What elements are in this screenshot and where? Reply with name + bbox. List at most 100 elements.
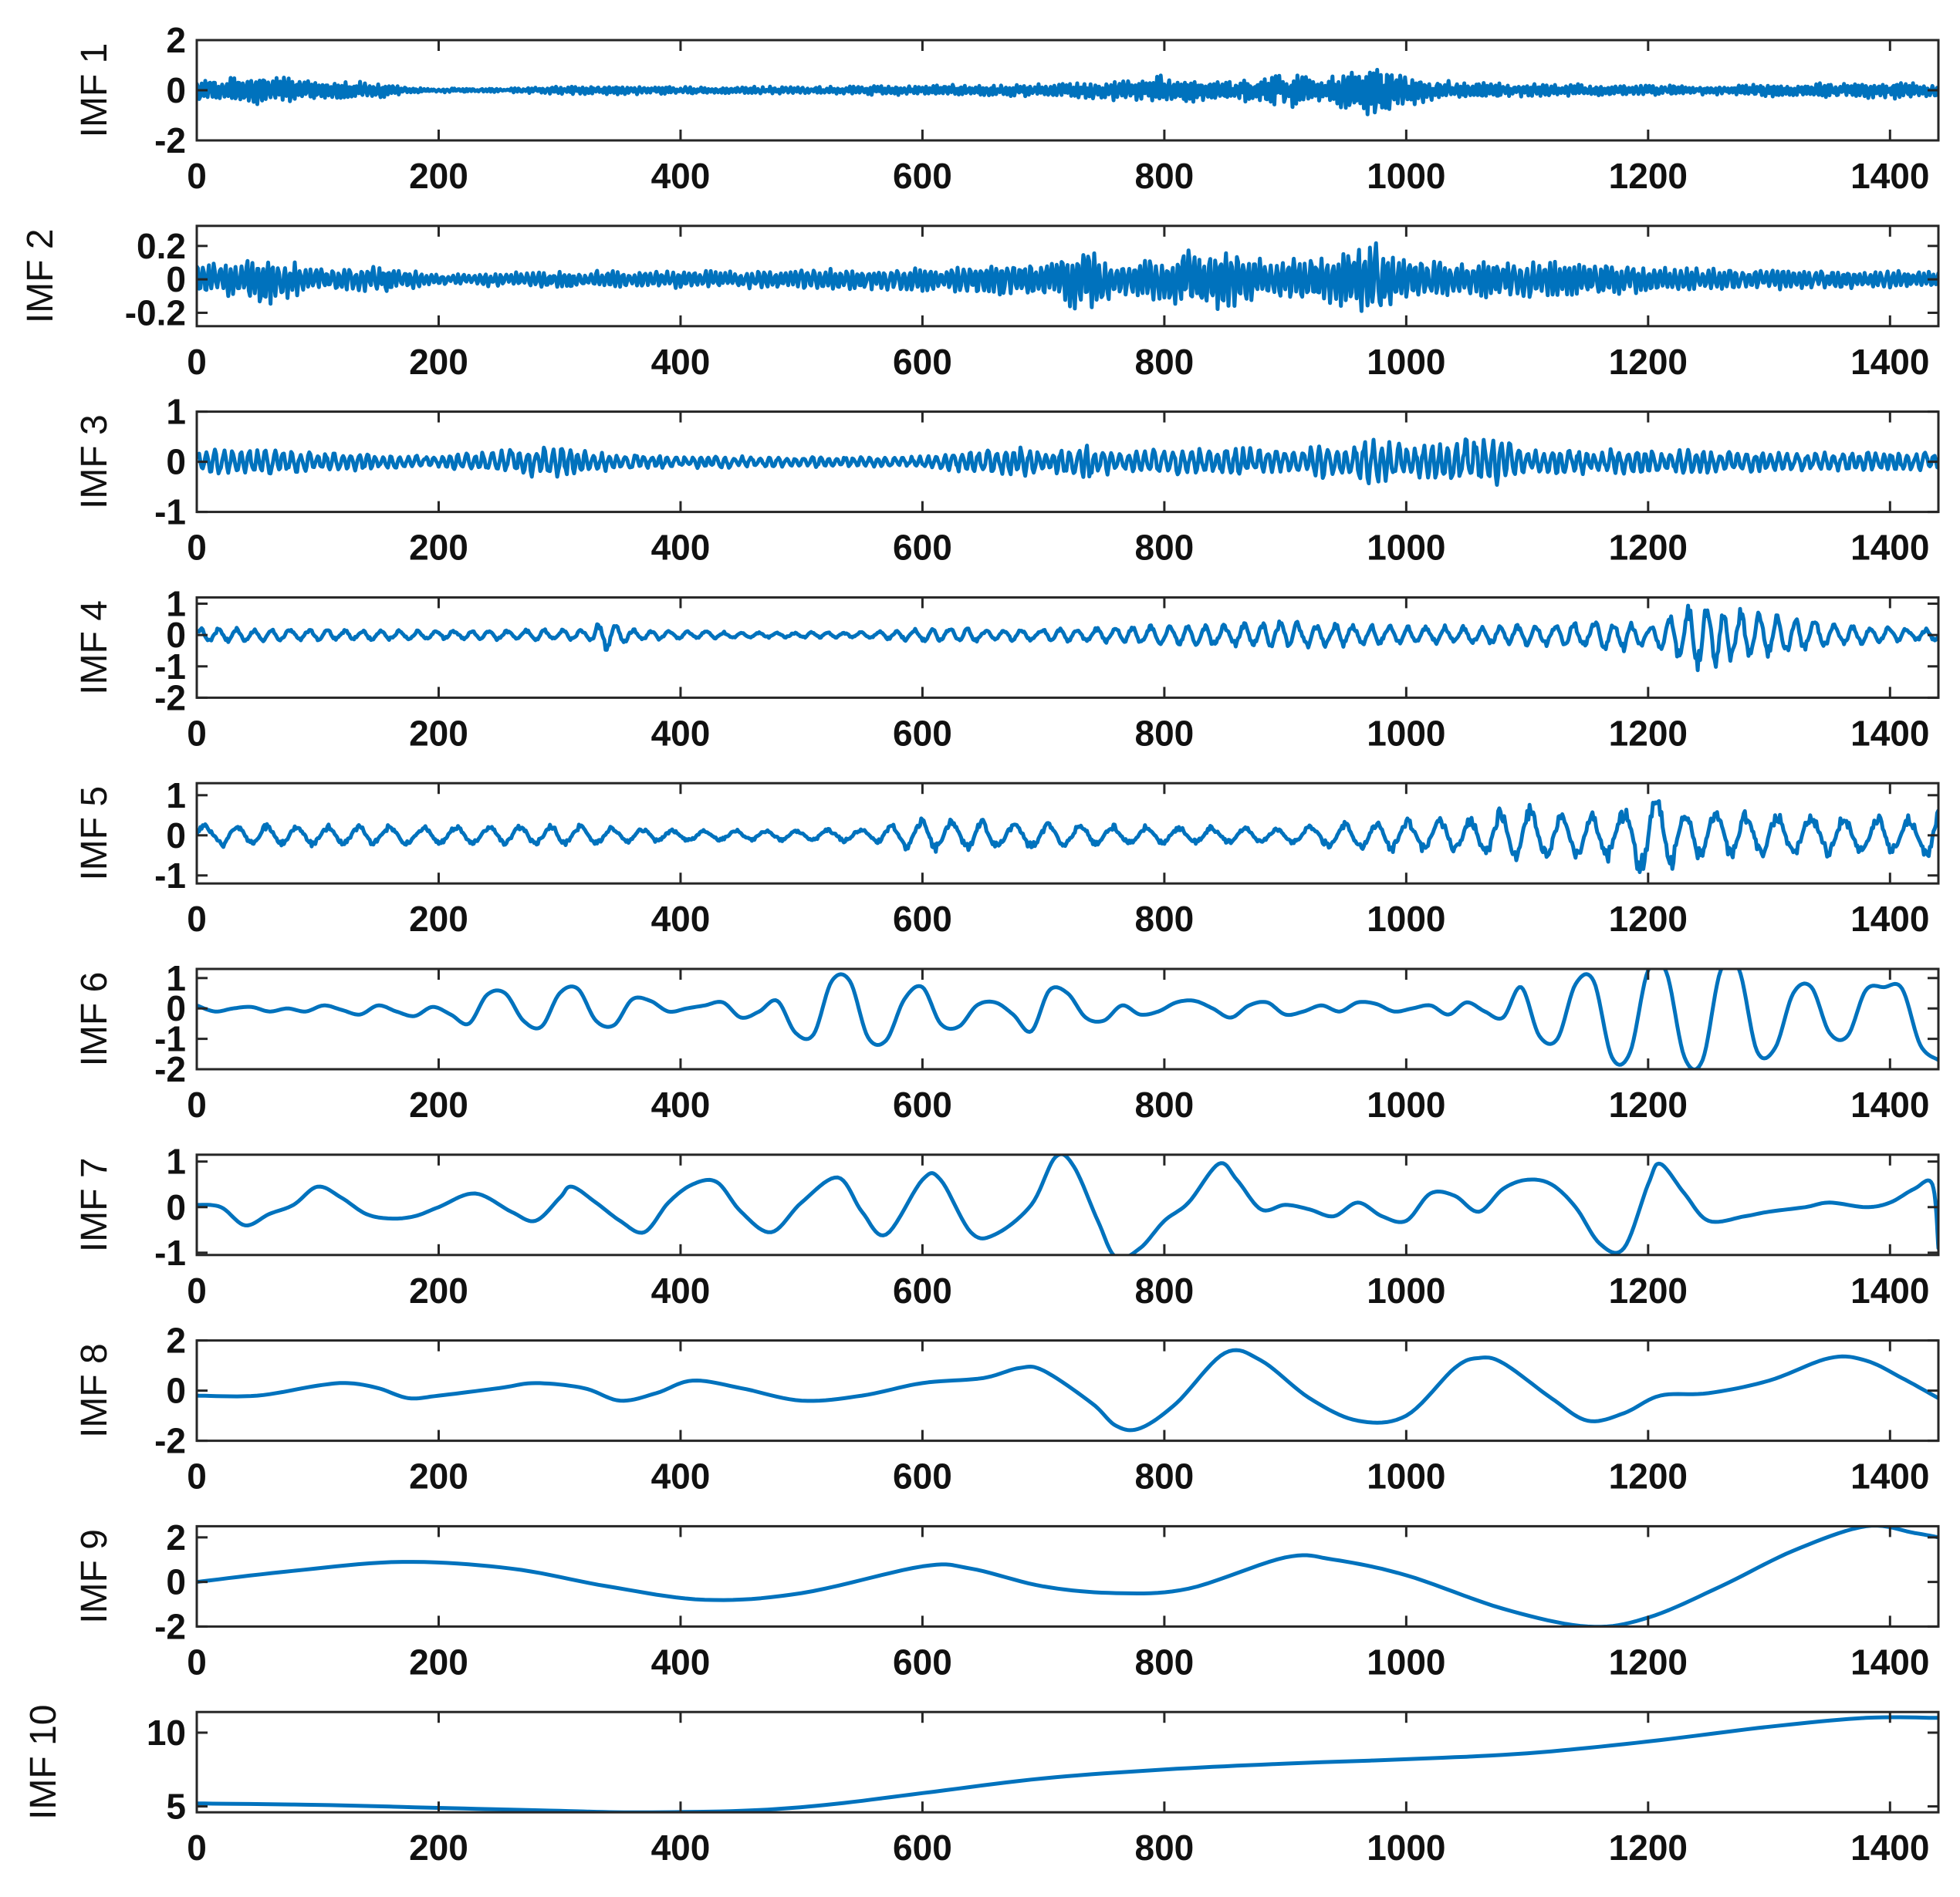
x-tick-label: 800 <box>1135 713 1195 753</box>
axes-box <box>195 1710 1940 1814</box>
panel-imf-10: 0 200 400 600 800 1000 1200 1400 5 10 IMF 10 <box>23 1705 1940 1868</box>
series-line <box>197 68 1938 116</box>
series-line <box>197 1715 1938 1813</box>
x-tick-label: 1200 <box>1609 1828 1688 1868</box>
y-tick-label: 1 <box>166 1142 186 1182</box>
series-line <box>197 1348 1938 1433</box>
x-tick-label: 0 <box>187 1457 207 1497</box>
x-tick-label: 600 <box>893 1828 952 1868</box>
x-tick-label: 200 <box>409 1457 468 1497</box>
x-tick-label: 1000 <box>1367 528 1445 568</box>
x-tick-label: 0 <box>187 1271 207 1311</box>
series-line <box>197 799 1938 874</box>
x-tick-label: 400 <box>651 1085 711 1125</box>
x-tick-label: 600 <box>893 1642 952 1682</box>
axes-box <box>195 1339 1940 1443</box>
x-tick-label: 400 <box>651 1457 711 1497</box>
x-tick-label: 1000 <box>1367 342 1445 382</box>
x-tick-label: 200 <box>409 1828 468 1868</box>
x-tick-label: 0 <box>187 1085 207 1125</box>
y-tick-label: -1 <box>154 646 186 687</box>
x-tick-label: 1200 <box>1609 342 1688 382</box>
x-tick-label: 400 <box>651 342 711 382</box>
x-tick-label: 0 <box>187 899 207 939</box>
x-tick-label: 800 <box>1135 1457 1195 1497</box>
y-axis-label: IMF 9 <box>74 1529 115 1624</box>
series-line <box>197 603 1938 673</box>
x-tick-label: 600 <box>893 713 952 753</box>
x-tick-label: 200 <box>409 899 468 939</box>
x-tick-label: 800 <box>1135 156 1195 196</box>
x-tick-label: 0 <box>187 528 207 568</box>
x-tick-label: 1200 <box>1609 1085 1688 1125</box>
series-line <box>197 241 1938 313</box>
x-tick-label: 0 <box>187 342 207 382</box>
x-tick-label: 400 <box>651 156 711 196</box>
y-tick-label: -2 <box>154 1421 186 1461</box>
x-tick-label: 1400 <box>1850 713 1929 753</box>
y-tick-label: -0.2 <box>125 292 186 332</box>
y-tick-label: 0 <box>166 1187 186 1227</box>
x-tick-label: 1000 <box>1367 156 1445 196</box>
y-tick-label: -1 <box>154 1019 186 1059</box>
y-tick-label: 2 <box>166 1517 186 1558</box>
y-tick-label: 0 <box>166 815 186 856</box>
x-tick-label: 400 <box>651 1828 711 1868</box>
x-tick-label: 400 <box>651 528 711 568</box>
y-tick-label: -2 <box>154 120 186 160</box>
y-tick-label: 1 <box>166 392 186 432</box>
series-line <box>197 437 1938 487</box>
y-tick-label: -2 <box>154 1049 186 1089</box>
x-tick-label: 1200 <box>1609 1457 1688 1497</box>
x-tick-label: 1200 <box>1609 1642 1688 1682</box>
x-tick-label: 200 <box>409 713 468 753</box>
axes-box <box>195 1153 1940 1257</box>
series-line <box>197 969 1938 1069</box>
x-tick-label: 0 <box>187 713 207 753</box>
x-tick-label: 200 <box>409 1085 468 1125</box>
y-axis-label: IMF 2 <box>20 228 61 323</box>
x-tick-label: 800 <box>1135 1271 1195 1311</box>
x-tick-label: 1200 <box>1609 156 1688 196</box>
y-tick-label: 1 <box>166 584 186 624</box>
x-tick-label: 200 <box>409 342 468 382</box>
x-tick-label: 600 <box>893 156 952 196</box>
series-line <box>197 1526 1938 1627</box>
y-tick-label: 0 <box>166 988 186 1028</box>
y-tick-label: -1 <box>154 1233 186 1273</box>
x-tick-label: 800 <box>1135 899 1195 939</box>
x-tick-label: 600 <box>893 899 952 939</box>
x-tick-label: 200 <box>409 528 468 568</box>
x-tick-label: 600 <box>893 1457 952 1497</box>
y-tick-label: -2 <box>154 1606 186 1646</box>
x-tick-label: 1000 <box>1367 899 1445 939</box>
x-tick-label: 200 <box>409 1642 468 1682</box>
x-tick-label: 0 <box>187 156 207 196</box>
y-tick-label: 2 <box>166 1321 186 1361</box>
x-tick-label: 1400 <box>1850 1457 1929 1497</box>
y-tick-label: 2 <box>166 20 186 60</box>
y-tick-label: 10 <box>147 1713 186 1753</box>
x-tick-label: 1400 <box>1850 1271 1929 1311</box>
y-tick-label: 0 <box>166 615 186 655</box>
x-tick-label: 1200 <box>1609 1271 1688 1311</box>
axes-box <box>195 596 1940 699</box>
axes-box <box>195 224 1940 328</box>
y-axis-label: IMF 7 <box>74 1157 115 1252</box>
y-tick-label: 0 <box>166 442 186 482</box>
x-tick-label: 600 <box>893 528 952 568</box>
y-tick-label: 0 <box>166 1371 186 1411</box>
x-tick-label: 1000 <box>1367 1828 1445 1868</box>
y-tick-label: 0 <box>166 259 186 299</box>
y-axis-label: IMF 5 <box>74 786 115 881</box>
x-tick-label: 400 <box>651 899 711 939</box>
x-tick-label: 0 <box>187 1642 207 1682</box>
x-tick-label: 1400 <box>1850 528 1929 568</box>
